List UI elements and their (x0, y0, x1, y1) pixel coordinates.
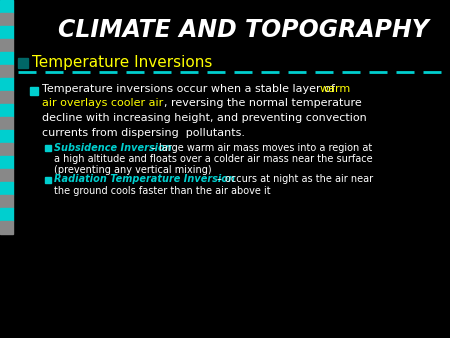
Text: Subsidence Inversion: Subsidence Inversion (54, 143, 172, 153)
Bar (0, 182, 13, 195)
Text: , reversing the normal temperature: , reversing the normal temperature (164, 98, 362, 108)
Bar (0, 117, 13, 130)
Bar (0, 156, 13, 169)
Text: – occurs at night as the air near: – occurs at night as the air near (217, 174, 373, 185)
Text: currents from dispersing  pollutants.: currents from dispersing pollutants. (42, 127, 245, 138)
Bar (0, 26, 13, 39)
Bar (0, 208, 13, 221)
Bar (0, 104, 13, 117)
Bar (0, 221, 13, 234)
Bar (0, 0, 13, 13)
Bar (0, 195, 13, 208)
Bar (0, 91, 13, 104)
Bar (0, 13, 13, 26)
Bar (0, 39, 13, 52)
Bar (45, 145, 51, 151)
Bar (18, 58, 28, 68)
Bar (0, 169, 13, 182)
Text: – large warm air mass moves into a region at: – large warm air mass moves into a regio… (151, 143, 372, 153)
Bar (0, 130, 13, 143)
Bar (0, 78, 13, 91)
Bar (0, 65, 13, 78)
Bar (0, 143, 13, 156)
Text: decline with increasing height, and preventing convection: decline with increasing height, and prev… (42, 113, 367, 123)
Text: (preventing any vertical mixing): (preventing any vertical mixing) (54, 165, 212, 175)
Bar (0, 52, 13, 65)
Bar (45, 176, 51, 183)
Text: the ground cools faster than the air above it: the ground cools faster than the air abo… (54, 186, 270, 195)
Bar (30, 87, 38, 95)
Text: Radiation Temperature Inversion: Radiation Temperature Inversion (54, 174, 235, 185)
Text: air overlays cooler air: air overlays cooler air (42, 98, 163, 108)
Text: Temperature inversions occur when a stable layer of: Temperature inversions occur when a stab… (42, 84, 338, 94)
Text: Temperature Inversions: Temperature Inversions (32, 55, 212, 71)
Text: warm: warm (320, 84, 351, 94)
Text: a high altitude and floats over a colder air mass near the surface: a high altitude and floats over a colder… (54, 154, 373, 164)
Text: CLIMATE AND TOPOGRAPHY: CLIMATE AND TOPOGRAPHY (58, 18, 428, 43)
